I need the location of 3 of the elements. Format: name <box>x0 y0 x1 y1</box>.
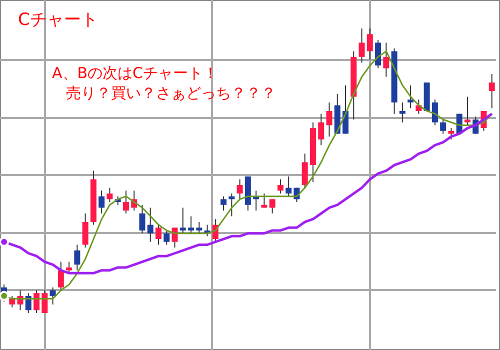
chart-title: Cチャート <box>18 9 98 31</box>
annotation: A、Bの次はCチャート！ <box>52 64 218 83</box>
annotation: 売り？買い？さぁどっち？？？ <box>66 84 276 103</box>
